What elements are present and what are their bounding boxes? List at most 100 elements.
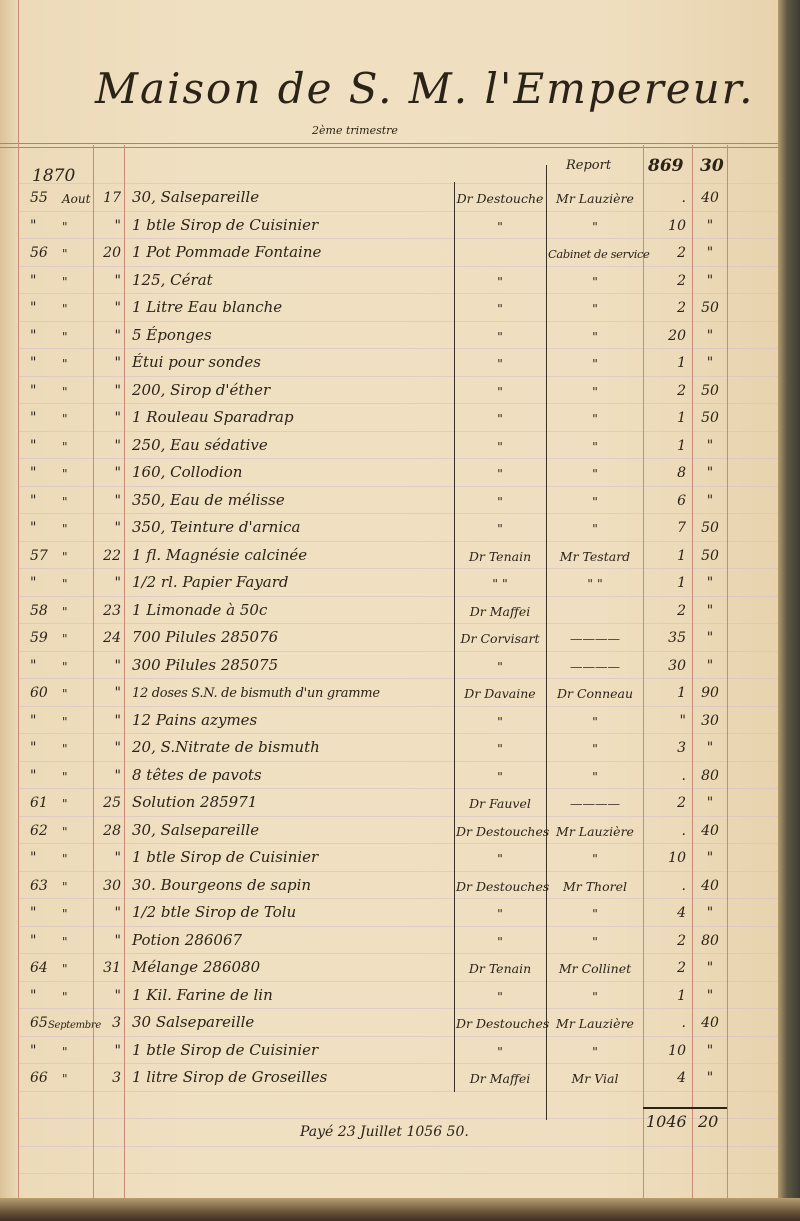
cell-ref: 61 xyxy=(30,795,48,811)
ruled-line xyxy=(18,898,778,899)
cell-francs: . xyxy=(681,877,686,894)
cell-ref: 60 xyxy=(30,685,48,701)
cell-month: " xyxy=(62,247,68,261)
cell-day: 23 xyxy=(103,602,121,619)
cell-month: " xyxy=(62,384,68,399)
cell-day: " xyxy=(114,575,121,591)
report-centimes: 30 xyxy=(700,156,724,176)
cell-recipient: " xyxy=(592,521,598,536)
table-row: " " " 160, Collodion " " 8 " xyxy=(0,459,780,483)
cell-recipient: " xyxy=(592,466,598,481)
cell-centimes: " xyxy=(706,355,714,371)
cell-day: " xyxy=(114,492,121,509)
cell-francs: 8 xyxy=(677,465,686,481)
table-row: " " " Potion 286067 " " 2 80 xyxy=(0,927,780,951)
cell-doctor: " " xyxy=(492,576,508,591)
report-label: Report xyxy=(566,158,612,173)
year: 1870 xyxy=(32,166,76,186)
cell-centimes: " xyxy=(706,327,714,344)
cell-centimes: 40 xyxy=(701,190,719,206)
cell-ref: 59 xyxy=(30,630,48,646)
table-row: " " " 1 btle Sirop de Cuisinier " " 10 " xyxy=(0,1037,780,1061)
cell-day: 17 xyxy=(103,190,121,206)
ruled-line xyxy=(18,265,778,267)
cell-recipient: ———— xyxy=(570,796,620,811)
cell-doctor: Dr Tenain xyxy=(468,961,532,976)
cell-ref: " xyxy=(30,465,37,481)
ruled-line xyxy=(18,1035,778,1037)
cell-desc: 12 Pains azymes xyxy=(132,710,258,729)
cell-desc: 1 btle Sirop de Cuisinier xyxy=(132,848,319,866)
cell-doctor: " xyxy=(497,521,503,536)
cell-doctor: Dr Fauvel xyxy=(469,796,531,811)
cell-desc: 8 têtes de pavots xyxy=(132,765,262,784)
cell-desc: 1 btle Sirop de Cuisinier xyxy=(132,1040,319,1059)
cell-centimes: " xyxy=(706,630,714,646)
cell-centimes: " xyxy=(706,245,714,261)
table-row: " " " 125, Cérat " " 2 " xyxy=(0,267,780,291)
ruled-line xyxy=(18,870,778,872)
cell-ref: 55 xyxy=(30,190,48,206)
cell-francs: 1 xyxy=(677,547,686,564)
cell-recipient: ———— xyxy=(570,631,620,646)
table-row: " " " 8 têtes de pavots " ". 80 xyxy=(0,762,780,786)
cell-day: " xyxy=(114,740,121,756)
ruled-line xyxy=(18,705,778,707)
table-row: 63 " 30 30. Bourgeons de sapin Dr Destouches… xyxy=(0,872,780,896)
cell-day: " xyxy=(114,767,121,784)
cell-day: 3 xyxy=(112,1070,121,1086)
cell-francs: . xyxy=(681,822,686,839)
cell-doctor: " xyxy=(497,218,503,234)
cell-francs: 2 xyxy=(677,300,686,316)
cell-desc: 1/2 rl. Papier Fayard xyxy=(132,573,289,591)
table-row: " " " 12 Pains azymes " " " 30 xyxy=(0,707,780,731)
cell-desc: 250, Eau sédative xyxy=(132,435,268,454)
cell-desc: 1 Litre Eau blanche xyxy=(132,298,283,316)
ruled-line xyxy=(18,815,778,817)
table-row: " " " 1/2 btle Sirop de Tolu " " 4 " xyxy=(0,899,780,923)
table-row: 55 Aout 17 30, Salsepareille Dr Destouche Mr … xyxy=(0,184,780,208)
ruled-line xyxy=(18,375,778,377)
cell-recipient: " xyxy=(592,1043,598,1059)
table-row: " " " 200, Sirop d'éther " " 2 50 xyxy=(0,377,780,401)
cell-month: " xyxy=(62,824,68,839)
cell-recipient: " " xyxy=(587,576,603,591)
cell-centimes: " xyxy=(706,1042,714,1059)
cell-month: " xyxy=(62,852,68,866)
cell-doctor: " xyxy=(497,273,503,289)
cell-desc: 30, Salsepareille xyxy=(132,820,260,839)
cell-desc: Étui pour sondes xyxy=(132,353,262,371)
cell-doctor: " xyxy=(497,658,503,674)
subtitle: 2ème trimestre xyxy=(312,124,398,137)
cell-doctor: " xyxy=(497,438,503,454)
ruled-line xyxy=(18,678,778,679)
cell-month: " xyxy=(62,1072,68,1086)
ruled-line xyxy=(18,348,778,349)
table-row: 62 " 28 30, Salsepareille Dr Destouches Mr La… xyxy=(0,817,780,841)
cell-recipient: Mr Lauzière xyxy=(556,191,634,206)
cell-ref: 58 xyxy=(30,602,48,619)
cell-desc: Potion 286067 xyxy=(132,930,243,949)
cell-doctor: " xyxy=(497,741,503,756)
cell-month: " xyxy=(62,412,68,426)
total-francs: 1046 xyxy=(646,1112,687,1131)
cell-ref: " xyxy=(30,520,37,536)
ruled-line xyxy=(18,1063,778,1064)
column-divider xyxy=(454,182,455,1092)
table-row: " " " 1/2 rl. Papier Fayard " " " " 1 " xyxy=(0,569,780,593)
cell-ref: 56 xyxy=(30,245,48,261)
column-divider xyxy=(692,145,693,1200)
cell-centimes: " xyxy=(706,1070,714,1086)
cell-desc: 125, Cérat xyxy=(132,270,213,289)
cell-recipient: " xyxy=(592,438,598,454)
table-row: " " " 1 btle Sirop de Cuisinier " " 10 " xyxy=(0,212,780,236)
cell-month: " xyxy=(62,467,68,481)
cell-month: " xyxy=(62,962,68,976)
cell-month: " xyxy=(62,687,68,701)
ruled-line xyxy=(18,485,778,487)
cell-recipient: " xyxy=(592,906,598,921)
cell-francs: 6 xyxy=(677,492,686,509)
cell-day: " xyxy=(114,410,121,426)
paid-note: Payé 23 Juillet 1056 50. xyxy=(300,1124,469,1140)
cell-month: " xyxy=(62,549,68,564)
